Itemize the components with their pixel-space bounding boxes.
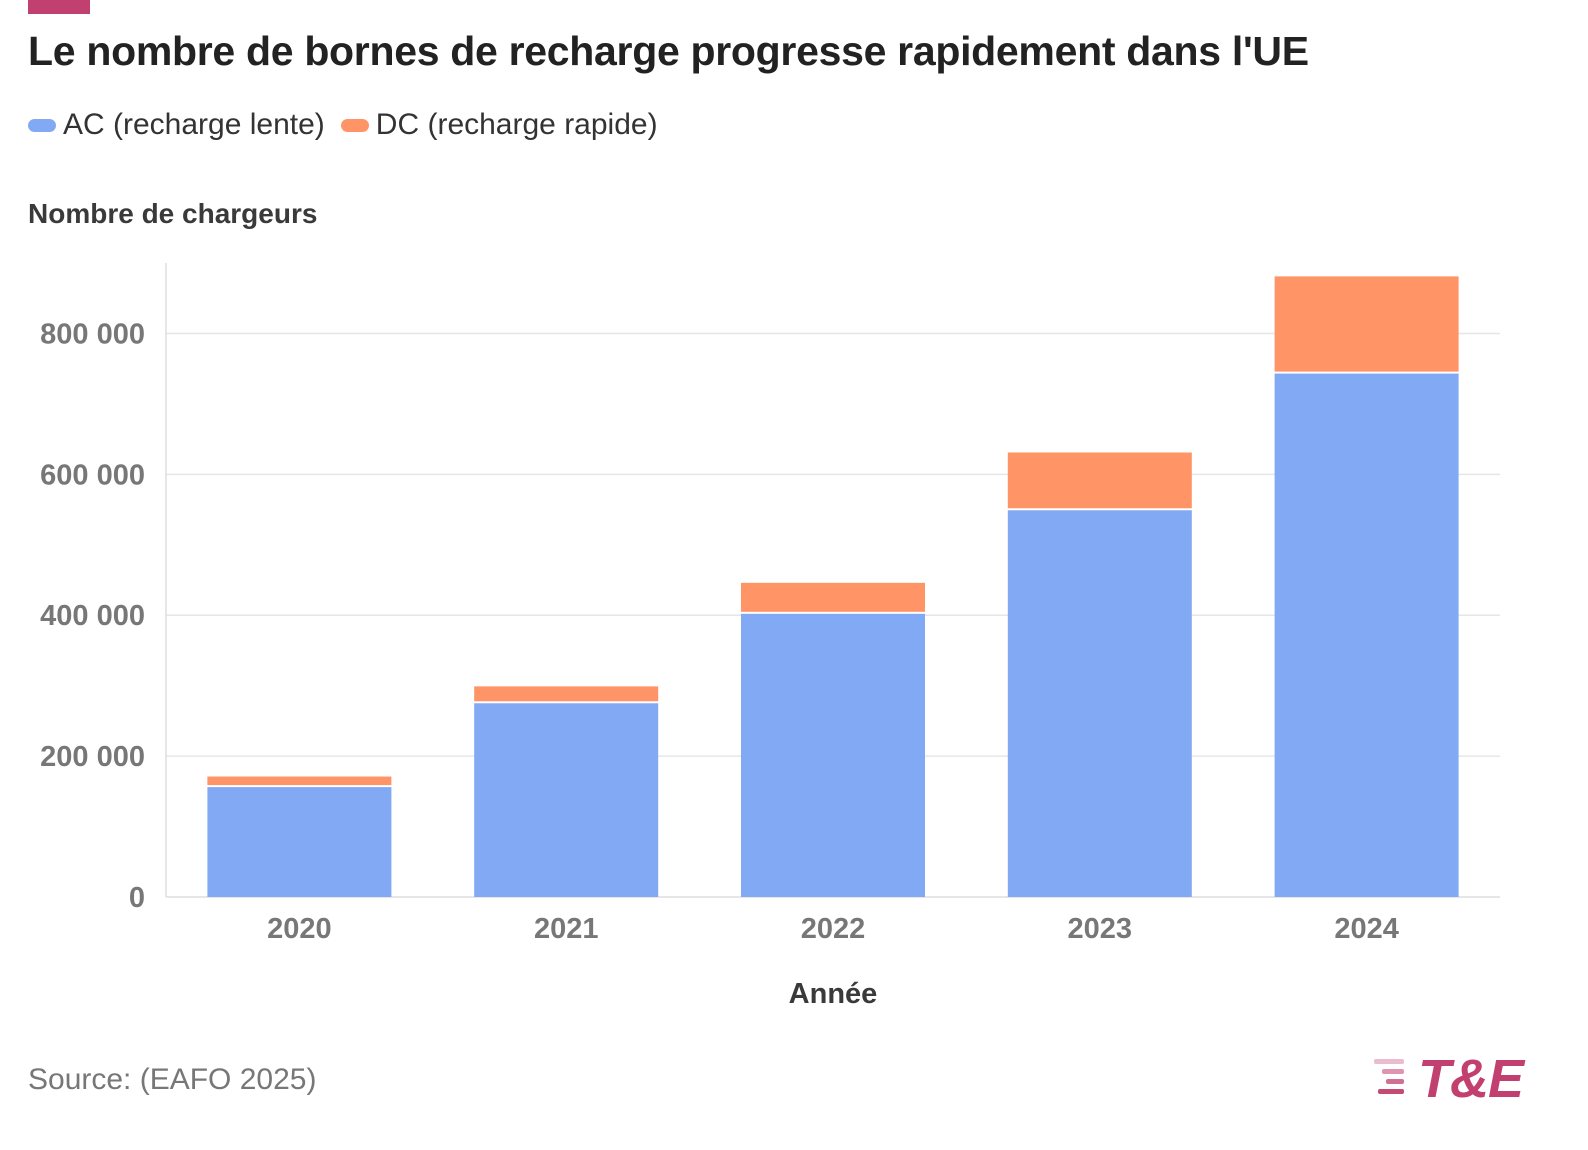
bar-dc-2020 xyxy=(207,776,392,786)
bar-ac-2023 xyxy=(1007,510,1192,897)
bar-dc-2023 xyxy=(1007,452,1192,509)
legend-item-dc: DC (recharge rapide) xyxy=(340,108,658,142)
source-note: Source: (EAFO 2025) xyxy=(28,1063,317,1096)
stacked-bar-chart: 0 200 000 400 000 600 000 800 000 2020 2021 202… xyxy=(40,263,1500,1010)
legend-swatch-ac xyxy=(28,118,56,132)
legend-swatch-dc xyxy=(340,118,369,132)
x-tick-label: 2024 xyxy=(1334,913,1399,945)
te-logo-text: T&E xyxy=(1418,1049,1524,1109)
y-tick-label: 600 000 xyxy=(40,459,145,491)
bar-ac-2021 xyxy=(474,703,659,897)
x-axis-title: Année xyxy=(789,978,878,1010)
y-tick-label: 200 000 xyxy=(40,741,145,773)
y-tick-label: 800 000 xyxy=(40,318,145,350)
x-tick-label: 2022 xyxy=(801,913,866,945)
bar-ac-2022 xyxy=(741,613,925,897)
x-tick-label: 2020 xyxy=(267,913,332,945)
bar-dc-2022 xyxy=(741,582,925,612)
y-axis-title: Nombre de chargeurs xyxy=(28,198,318,229)
legend-label-dc: DC (recharge rapide) xyxy=(375,108,658,141)
speed-lines-icon xyxy=(1374,1059,1404,1094)
chart-title: Le nombre de bornes de recharge progress… xyxy=(28,28,1309,74)
legend: AC (recharge lente) DC (recharge rapide) xyxy=(28,108,658,142)
x-tick-label: 2021 xyxy=(534,913,599,945)
y-tick-label: 0 xyxy=(129,882,145,914)
bar-dc-2021 xyxy=(474,686,659,702)
bar-dc-2024 xyxy=(1274,276,1459,372)
y-tick-label: 400 000 xyxy=(40,600,145,632)
legend-label-ac: AC (recharge lente) xyxy=(63,108,325,141)
top-accent-bar xyxy=(28,0,90,14)
legend-item-ac: AC (recharge lente) xyxy=(28,108,325,142)
bar-ac-2020 xyxy=(207,787,392,897)
bar-ac-2024 xyxy=(1274,373,1459,897)
x-tick-label: 2023 xyxy=(1068,913,1133,945)
te-logo: T&E xyxy=(1372,1048,1524,1110)
